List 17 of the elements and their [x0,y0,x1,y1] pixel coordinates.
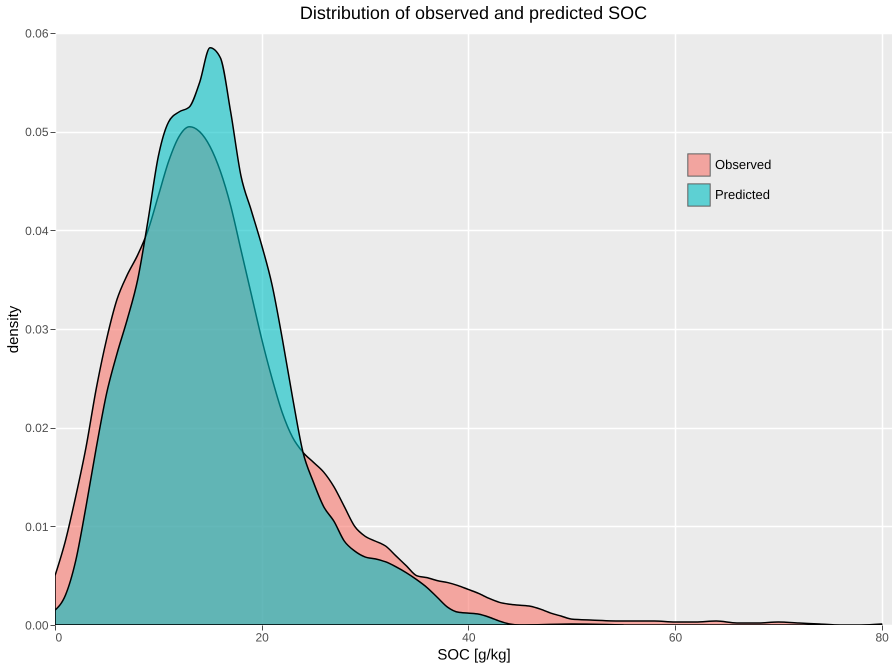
y-tick-label: 0.01 [25,520,49,534]
y-tick-label: 0.05 [25,125,49,140]
y-axis-title: density [5,305,22,354]
legend-label: Observed [715,157,772,172]
chart-title: Distribution of observed and predicted SOC [300,3,648,23]
x-axis-title: SOC [g/kg] [437,646,511,664]
x-tick-label: 80 [875,630,890,644]
y-tick-label: 0.04 [25,224,49,238]
legend-label: Predicted [715,187,770,202]
y-tick-label: 0.02 [25,421,49,436]
y-tick-label: 0.06 [25,26,49,40]
x-tick-label: 60 [668,630,682,644]
y-tick-label: 0.00 [25,618,49,632]
y-tick-label: 0.03 [25,322,49,336]
x-tick-label: 0 [56,630,62,644]
x-tick-label: 40 [462,630,476,644]
x-tick-label: 20 [255,630,270,644]
